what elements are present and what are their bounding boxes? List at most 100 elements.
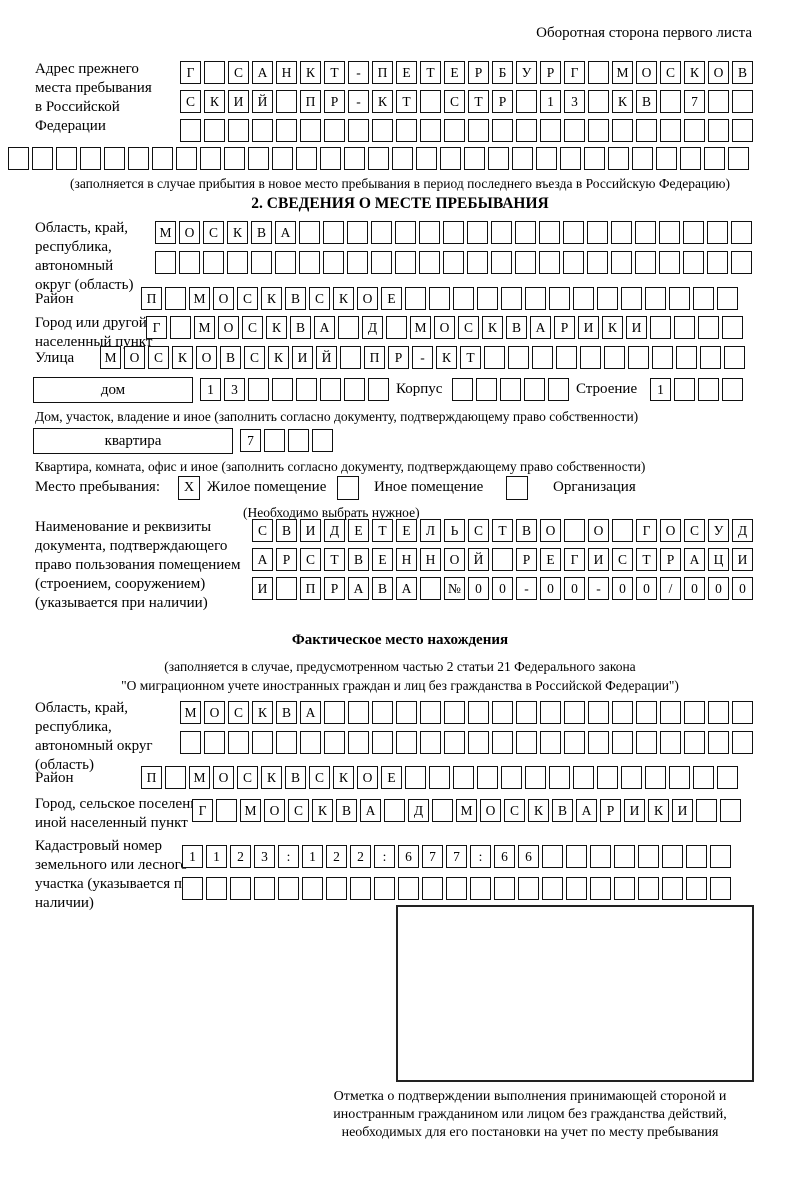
char-cell (152, 147, 173, 170)
char-cell (548, 378, 569, 401)
char-cell (276, 731, 297, 754)
char-cell: Е (381, 287, 402, 310)
char-cell: Г (146, 316, 167, 339)
char-cell (204, 119, 225, 142)
checkbox-inoe (337, 476, 359, 500)
char-cell (588, 701, 609, 724)
char-cell: К (333, 766, 354, 789)
char-cell (676, 346, 697, 369)
char-cell (549, 766, 570, 789)
char-cell: А (396, 577, 417, 600)
char-cell: К (261, 287, 282, 310)
prev-address-label: Адрес прежнего места пребывания в Россий… (35, 61, 152, 134)
char-cell: С (228, 701, 249, 724)
char-cell (420, 577, 441, 600)
char-cell (200, 147, 221, 170)
char-cell (660, 119, 681, 142)
char-cell: О (179, 221, 200, 244)
char-cell (254, 877, 275, 900)
char-cell (580, 346, 601, 369)
char-cell: В (290, 316, 311, 339)
char-cell: А (300, 701, 321, 724)
char-cell: С (300, 548, 321, 571)
char-cell (348, 731, 369, 754)
char-cell (276, 577, 297, 600)
stamp-note: Отметка о подтверждении выполнения прини… (333, 1089, 727, 1141)
char-cell: М (456, 799, 477, 822)
char-cell (477, 766, 498, 789)
char-cell: А (275, 221, 296, 244)
char-cell (374, 877, 395, 900)
char-cell (540, 119, 561, 142)
char-cell (368, 378, 389, 401)
char-cell (645, 287, 666, 310)
char-cell: В (506, 316, 527, 339)
char-cell: Т (372, 519, 393, 542)
char-cell (248, 147, 269, 170)
char-cell (524, 378, 545, 401)
oblast-row-2 (155, 251, 752, 274)
char-cell (525, 766, 546, 789)
char-cell (636, 119, 657, 142)
char-cell (371, 221, 392, 244)
char-cell (272, 378, 293, 401)
char-cell (227, 251, 248, 274)
char-cell (464, 147, 485, 170)
char-cell (684, 701, 705, 724)
char-cell: Д (324, 519, 345, 542)
char-cell: М (410, 316, 431, 339)
char-cell: 0 (468, 577, 489, 600)
char-cell: Т (324, 548, 345, 571)
char-cell (429, 287, 450, 310)
char-cell (686, 877, 707, 900)
char-cell (683, 251, 704, 274)
char-cell: А (252, 61, 273, 84)
char-cell (708, 90, 729, 113)
char-cell (588, 119, 609, 142)
char-cell: К (436, 346, 457, 369)
char-cell (476, 378, 497, 401)
char-cell (708, 119, 729, 142)
char-cell: И (588, 548, 609, 571)
char-cell (662, 845, 683, 868)
char-cell: - (412, 346, 433, 369)
char-cell (612, 519, 633, 542)
char-cell: Т (468, 90, 489, 113)
prev-address-note: (заполняется в случае прибытия в новое м… (69, 176, 731, 191)
char-cell (170, 316, 191, 339)
char-cell: И (732, 548, 753, 571)
char-cell (224, 147, 245, 170)
char-cell (556, 346, 577, 369)
char-cell (155, 251, 176, 274)
char-cell: Й (316, 346, 337, 369)
char-cell: И (626, 316, 647, 339)
char-cell: 0 (540, 577, 561, 600)
char-cell (32, 147, 53, 170)
char-cell: 2 (230, 845, 251, 868)
char-cell (320, 378, 341, 401)
char-cell (340, 346, 361, 369)
factual-note-2: "О миграционном учете иностранных гражда… (121, 678, 679, 693)
char-cell: П (300, 90, 321, 113)
char-cell: Е (381, 766, 402, 789)
char-cell: Й (468, 548, 489, 571)
char-cell: С (148, 346, 169, 369)
char-cell: О (660, 519, 681, 542)
char-cell: Т (460, 346, 481, 369)
char-cell (492, 701, 513, 724)
char-cell: : (374, 845, 395, 868)
char-cell: К (252, 701, 273, 724)
char-cell: В (276, 519, 297, 542)
char-cell (467, 251, 488, 274)
char-cell (405, 766, 426, 789)
char-cell (536, 147, 557, 170)
char-cell: В (348, 548, 369, 571)
char-cell (728, 147, 749, 170)
char-cell (669, 766, 690, 789)
char-cell (539, 221, 560, 244)
char-cell (612, 119, 633, 142)
kvartira-box: квартира (33, 428, 233, 454)
